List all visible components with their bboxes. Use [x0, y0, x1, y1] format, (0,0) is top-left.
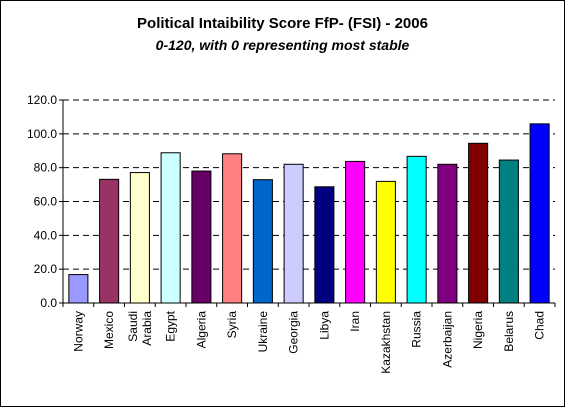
x-tick-label: Russia	[410, 311, 424, 348]
bar-libya	[314, 186, 335, 304]
bar-azerbaijan	[437, 163, 458, 304]
x-tick-label: Nigeria	[471, 311, 485, 349]
x-tick-label: Belarus	[502, 311, 516, 352]
x-tick-label: Arabia	[140, 311, 154, 346]
bar-belarus	[498, 159, 519, 304]
bar-chad	[529, 123, 550, 304]
bar-saudi-arabia	[129, 172, 150, 304]
y-tick-label: 0.0	[40, 296, 57, 310]
chart-subtitle: 0-120, with 0 representing most stable	[155, 37, 410, 53]
bar-ukraine	[252, 179, 273, 304]
bar-nigeria	[468, 142, 489, 304]
bar-georgia	[283, 163, 304, 304]
bar-russia	[406, 155, 427, 304]
y-tick-label: 100.0	[27, 127, 57, 141]
bar-norway	[68, 274, 89, 304]
bar-egypt	[160, 152, 181, 304]
x-tick-label: Syria	[225, 311, 239, 339]
bar-iran	[345, 160, 366, 304]
bar-algeria	[191, 170, 212, 304]
y-tick-label: 80.0	[34, 161, 58, 175]
x-tick-label: Georgia	[287, 311, 301, 354]
x-tick-label: Egypt	[164, 310, 178, 341]
y-tick-label: 120.0	[27, 93, 57, 107]
x-tick-label: Chad	[533, 311, 547, 340]
chart-title: Political Intaibility Score FfP- (FSI) -…	[137, 15, 428, 32]
x-tick-label: Kazakhstan	[379, 311, 393, 374]
bar-mexico	[99, 178, 120, 304]
x-tick-label: Mexico	[102, 311, 116, 349]
x-tick-label: Algeria	[194, 311, 208, 349]
y-tick-label: 60.0	[34, 195, 58, 209]
y-tick-label: 20.0	[34, 262, 58, 276]
x-tick-label: Norway	[71, 311, 85, 352]
x-tick-label: Libya	[317, 311, 331, 340]
bar-kazakhstan	[375, 180, 396, 304]
x-tick-label: Iran	[348, 311, 362, 332]
bar-syria	[222, 153, 243, 304]
x-tick-label: Azerbaijan	[440, 311, 454, 368]
x-tick-label: Saudi	[126, 311, 140, 342]
x-tick-label: Ukraine	[256, 311, 270, 353]
y-tick-label: 40.0	[34, 228, 58, 242]
